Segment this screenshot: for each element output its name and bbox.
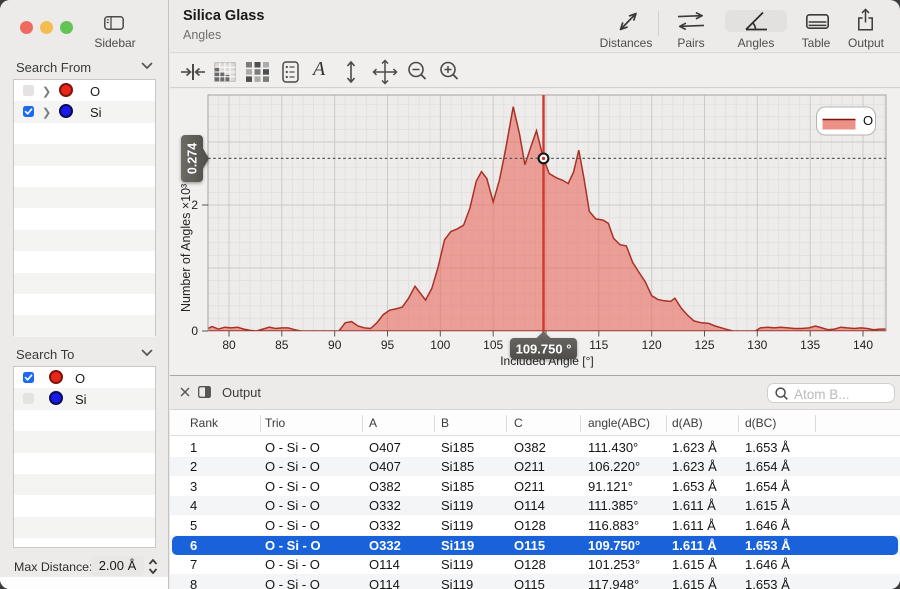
svg-text:105: 105 — [483, 338, 503, 352]
svg-text:Number of Angles ×10³: Number of Angles ×10³ — [179, 184, 193, 312]
svg-text:0.274: 0.274 — [186, 143, 200, 174]
svg-text:109.750 °: 109.750 ° — [516, 342, 572, 357]
svg-text:115: 115 — [589, 338, 608, 352]
svg-text:O: O — [863, 113, 873, 128]
svg-text:130: 130 — [747, 338, 767, 352]
svg-text:95: 95 — [381, 338, 395, 352]
svg-text:125: 125 — [694, 338, 714, 352]
svg-text:0: 0 — [191, 324, 198, 338]
svg-text:140: 140 — [853, 338, 873, 352]
svg-text:85: 85 — [275, 338, 289, 352]
svg-text:2: 2 — [191, 198, 198, 212]
svg-text:90: 90 — [328, 338, 342, 352]
svg-text:120: 120 — [642, 338, 662, 352]
svg-text:135: 135 — [800, 338, 820, 352]
svg-text:100: 100 — [430, 338, 450, 352]
svg-text:80: 80 — [222, 338, 236, 352]
